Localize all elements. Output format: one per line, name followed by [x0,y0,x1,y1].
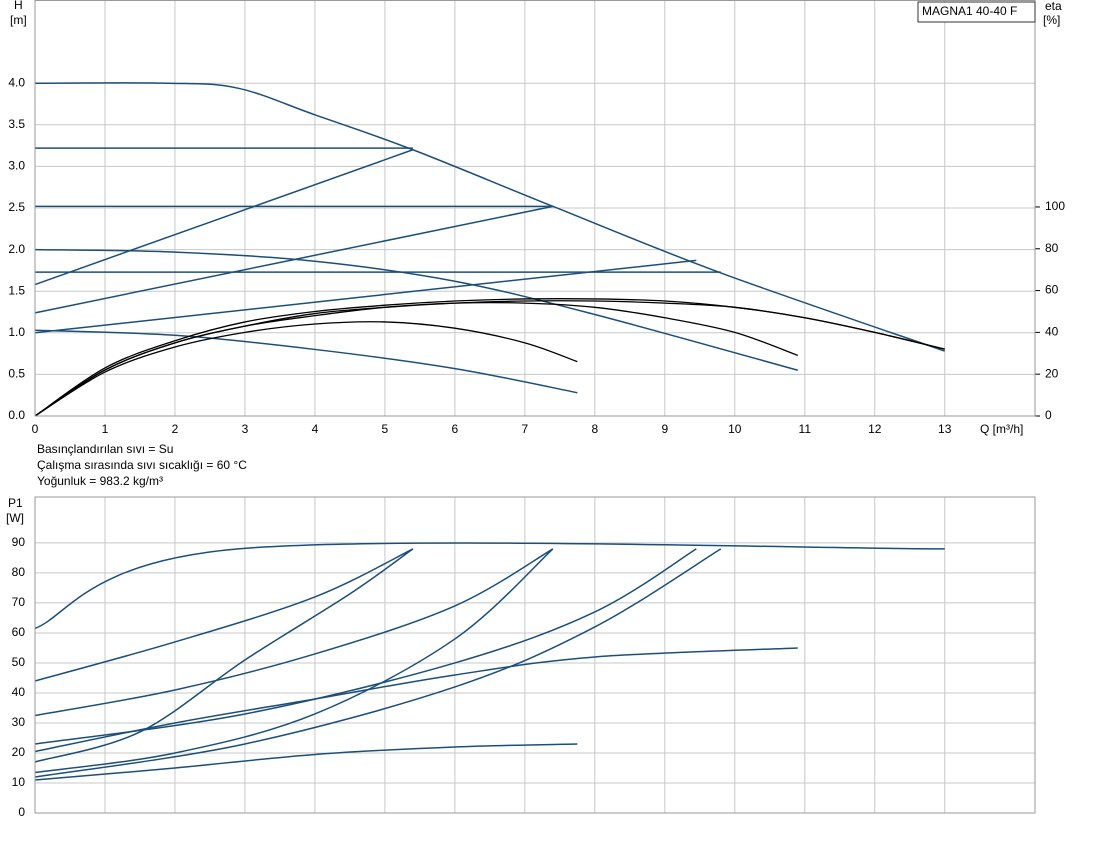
x-tick-label: 8 [591,422,598,436]
x-tick-label: 2 [172,422,179,436]
y2-tick-label: 60 [1045,283,1059,297]
x-tick-label: 0 [32,422,39,436]
curve [34,300,945,417]
curve [34,548,722,778]
y-label: H [14,0,23,12]
curve [34,548,554,717]
curve [34,321,578,417]
x-tick-label: 10 [728,422,742,436]
curve [34,298,945,417]
y-tick-label: 50 [12,655,26,669]
curve [34,82,945,352]
x-tick-label: 9 [661,422,668,436]
y-label: P1 [8,496,23,510]
y-tick-label: 4.0 [8,75,25,89]
y-tick-label: 0.0 [8,408,25,422]
curve [34,743,578,781]
y-tick-label: 3.5 [8,117,25,131]
y2-label: eta [1045,0,1062,13]
y-tick-label: 1.5 [8,283,25,297]
curve [34,548,414,682]
y-tick-label: 1.0 [8,325,25,339]
curve [34,542,945,630]
x-label: Q [m³/h] [980,422,1023,436]
y-tick-label: 0 [18,805,25,819]
y-unit: [m] [10,13,27,27]
y2-tick-label: 0 [1045,408,1052,422]
y2-tick-label: 80 [1045,241,1059,255]
curve [34,647,798,753]
y-tick-label: 0.5 [8,367,25,381]
title-box [917,1,1036,23]
x-tick-label: 13 [938,422,952,436]
y-tick-label: 80 [12,565,26,579]
curve [34,548,697,745]
y2-unit: [%] [1043,13,1060,27]
y-tick-label: 20 [12,745,26,759]
y2-tick-label: 40 [1045,325,1059,339]
annotation: Basınçlandırılan sıvı = Su [37,442,173,456]
curve [34,259,697,334]
curve [34,329,578,394]
y-tick-label: 40 [12,685,26,699]
x-tick-label: 7 [522,422,529,436]
x-tick-label: 4 [312,422,319,436]
y-unit: [W] [6,511,24,525]
y2-tick-label: 100 [1045,199,1065,213]
x-tick-label: 1 [102,422,109,436]
x-tick-label: 11 [799,422,812,436]
y-tick-label: 2.5 [8,200,25,214]
curve [34,248,798,371]
y-tick-label: 60 [12,625,26,639]
x-tick-label: 12 [868,422,882,436]
y-tick-label: 10 [12,775,26,789]
chart-title: MAGNA1 40-40 F [922,4,1017,18]
x-tick-label: 3 [242,422,249,436]
y-tick-label: 70 [12,595,26,609]
annotation: Çalışma sırasında sıvı sıcaklığı = 60 °C [37,458,247,472]
x-tick-label: 5 [382,422,389,436]
curve [34,149,414,286]
annotation: Yoğunluk = 983.2 kg/m³ [37,474,163,488]
y-tick-label: 3.0 [8,159,25,173]
y-tick-label: 90 [12,535,26,549]
plot-frame [34,0,1036,417]
curve [34,548,414,763]
plot-frame [34,496,1036,814]
y-tick-label: 2.0 [8,242,25,256]
y-tick-label: 30 [12,715,26,729]
y2-tick-label: 20 [1045,366,1059,380]
x-tick-label: 6 [452,422,459,436]
curve [34,548,554,774]
